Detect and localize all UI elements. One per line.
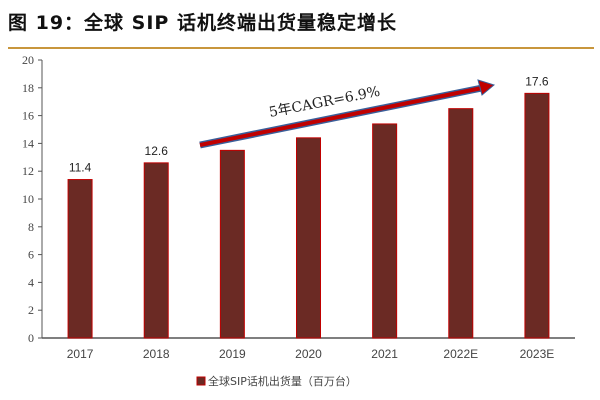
bar: [448, 108, 474, 339]
data-label: 11.4: [69, 161, 92, 175]
y-tick-label: 12: [22, 164, 34, 178]
y-tick-label: 4: [28, 275, 34, 289]
y-tick-label: 14: [22, 136, 34, 150]
x-tick-label: 2017: [67, 347, 94, 361]
bar: [67, 179, 93, 339]
x-tick-label: 2020: [295, 347, 322, 361]
bar: [296, 137, 321, 339]
legend-swatch: [196, 376, 206, 386]
y-tick-label: 2: [28, 303, 34, 317]
y-tick-label: 8: [28, 220, 34, 234]
data-label: 17.6: [525, 74, 549, 88]
y-tick-label: 20: [22, 53, 34, 67]
x-tick-label: 2018: [143, 347, 170, 361]
bar: [372, 123, 398, 339]
x-tick-label: 2023E: [520, 347, 555, 361]
bar: [524, 92, 550, 339]
trend-arrow: [199, 86, 483, 147]
arrow-head-icon: [477, 79, 496, 96]
data-label: 12.6: [145, 144, 169, 158]
y-tick-label: 10: [22, 192, 34, 206]
figure-title: 图 19：全球 SIP 话机终端出货量稳定增长: [8, 12, 397, 34]
y-tick-label: 6: [28, 248, 34, 262]
x-tick-label: 2022E: [443, 347, 478, 361]
cagr-annotation: 5年CAGR=6.9%: [268, 84, 382, 121]
legend-label: 全球SIP话机出货量（百万台）: [208, 374, 357, 388]
title-divider: [8, 47, 594, 49]
x-tick-label: 2021: [371, 347, 398, 361]
bar: [219, 149, 245, 339]
y-tick-label: 16: [22, 109, 34, 123]
y-tick-label: 18: [22, 81, 34, 95]
y-tick-label: 0: [28, 331, 34, 345]
x-tick-label: 2019: [219, 347, 246, 361]
bar: [143, 162, 169, 339]
